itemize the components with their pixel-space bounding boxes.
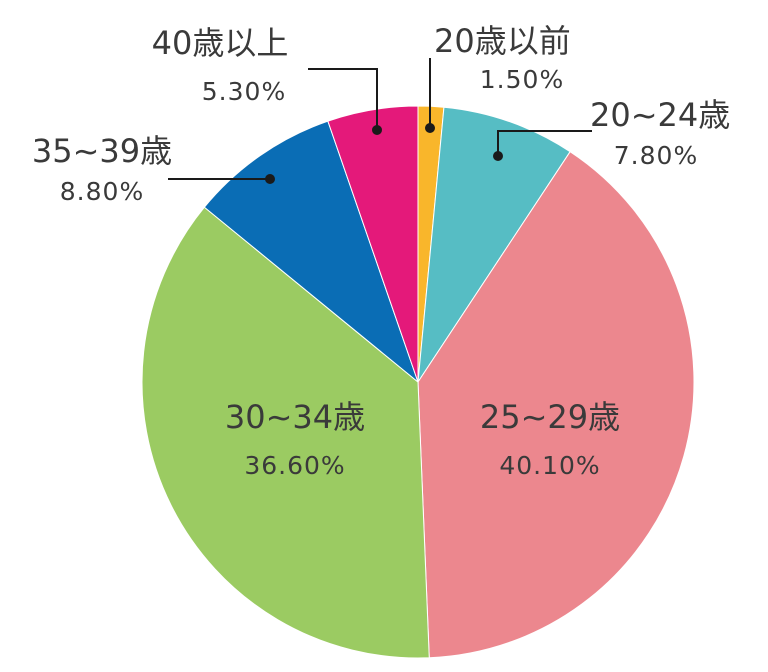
slice-percent-4: 36.60% (244, 451, 345, 480)
slice-label-4: 30~34歳 (225, 398, 365, 436)
leader-line-6 (308, 68, 378, 130)
pie-slices (141, 105, 695, 659)
slice-label-5: 35~39歳 (32, 132, 172, 170)
pie-slice-2 (417, 106, 571, 383)
pie-slice-3 (417, 151, 695, 659)
leader-line-2 (497, 130, 592, 156)
slice-percent-6: 5.30% (202, 77, 286, 106)
pie-slice-5 (203, 120, 420, 384)
slice-percent-5: 8.80% (60, 177, 144, 206)
leader-dot-2 (493, 151, 503, 161)
slice-label-3: 25~29歳 (480, 398, 620, 436)
slice-label-6: 40歳以上 (152, 24, 289, 62)
leader-dot-6 (372, 125, 382, 135)
slice-label-2: 20~24歳 (590, 96, 730, 134)
pie-slice-4 (141, 206, 430, 659)
pie-slice-6 (327, 105, 419, 383)
leader-dot-5 (265, 174, 275, 184)
slice-percent-3: 40.10% (499, 451, 600, 480)
leader-dot-1 (425, 123, 435, 133)
slice-labels: 20歳以前 1.50% 20~24歳 7.80% 25~29歳 40.10% 30~34歳 3… (32, 22, 730, 480)
leader-lines (168, 58, 592, 184)
slice-label-1: 20歳以前 (434, 22, 571, 60)
slice-percent-1: 1.50% (480, 65, 564, 94)
slice-percent-2: 7.80% (614, 141, 698, 170)
